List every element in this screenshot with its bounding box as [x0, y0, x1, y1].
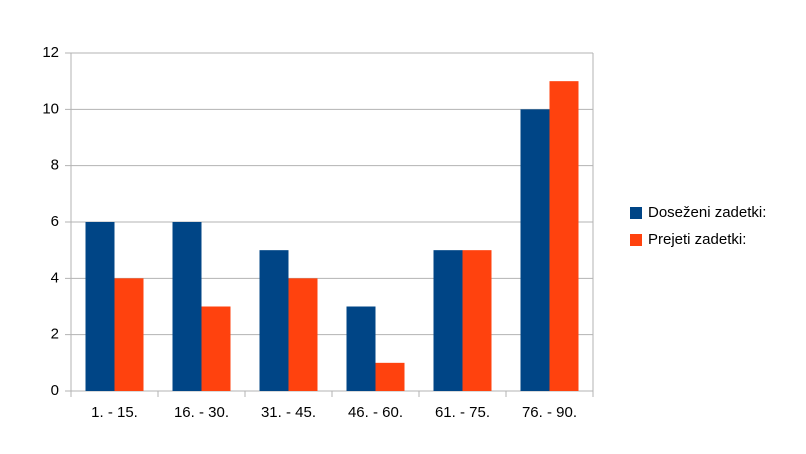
y-tick-label: 10	[42, 100, 59, 117]
x-tick-label: 46. - 60.	[348, 404, 403, 421]
x-tick-label: 61. - 75.	[435, 404, 490, 421]
y-tick-label: 6	[51, 213, 59, 230]
legend-swatch	[630, 234, 642, 246]
y-tick-label: 4	[51, 269, 59, 286]
bar	[375, 362, 405, 391]
y-tick-label: 12	[42, 44, 59, 61]
y-tick-label: 2	[51, 326, 59, 343]
x-tick-label: 31. - 45.	[261, 404, 316, 421]
x-tick-label: 76. - 90.	[522, 404, 577, 421]
bar	[433, 250, 463, 391]
bar	[85, 222, 115, 391]
x-tick-label: 1. - 15.	[91, 404, 138, 421]
bar	[549, 81, 579, 392]
legend-label: Prejeti zadetki:	[648, 231, 746, 248]
legend-swatch	[630, 207, 642, 219]
bar	[520, 109, 550, 391]
y-tick-label: 0	[51, 382, 59, 399]
bar	[259, 250, 289, 391]
bar	[172, 222, 202, 391]
y-tick-label: 8	[51, 157, 59, 174]
bar	[114, 278, 144, 391]
x-tick-label: 16. - 30.	[174, 404, 229, 421]
legend-label: Doseženi zadetki:	[648, 204, 766, 221]
bar	[462, 250, 492, 391]
bar	[288, 278, 318, 391]
bar	[346, 306, 376, 391]
bar	[201, 306, 231, 391]
